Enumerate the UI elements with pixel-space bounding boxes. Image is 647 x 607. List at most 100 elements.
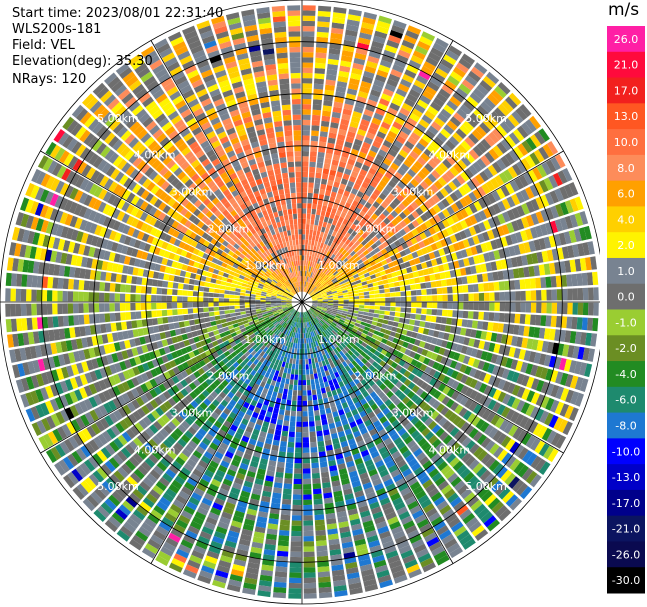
ppi-gate xyxy=(401,418,410,427)
ppi-gate xyxy=(501,406,511,418)
ppi-gate xyxy=(397,167,407,176)
ppi-gate xyxy=(338,321,344,326)
ppi-gate xyxy=(483,97,496,110)
ppi-gate xyxy=(329,285,336,290)
ppi-gate xyxy=(290,556,302,563)
ppi-gate xyxy=(208,311,215,317)
ppi-gate xyxy=(486,411,496,423)
ppi-gate xyxy=(424,417,434,427)
ppi-gate xyxy=(250,304,256,308)
ppi-gate xyxy=(428,434,438,445)
ppi-gate xyxy=(406,204,415,213)
ppi-gate xyxy=(438,248,446,257)
ppi-gate xyxy=(459,124,471,136)
ppi-gate xyxy=(438,417,448,427)
ppi-gate xyxy=(488,459,500,472)
ppi-gate xyxy=(315,275,319,281)
ppi-gate xyxy=(317,440,325,447)
ppi-gate xyxy=(309,229,313,236)
ppi-gate xyxy=(401,199,410,208)
ppi-gate xyxy=(302,380,307,386)
ppi-gate xyxy=(304,250,308,256)
ppi-gate xyxy=(309,156,317,163)
ppi-gate xyxy=(392,337,400,344)
ppi-gate xyxy=(363,159,373,167)
ppi-gate xyxy=(387,222,395,230)
ppi-gate xyxy=(426,187,435,197)
ppi-gate xyxy=(348,192,356,200)
ppi-gate xyxy=(466,180,476,191)
ppi-gate xyxy=(567,288,573,301)
ppi-gate xyxy=(410,416,420,426)
ppi-gate xyxy=(302,281,305,287)
ppi-gate xyxy=(161,295,167,302)
ppi-gate xyxy=(417,327,425,334)
ppi-gate xyxy=(239,302,245,306)
ppi-gate xyxy=(302,447,310,453)
ppi-gate xyxy=(302,98,312,105)
ppi-gate xyxy=(468,256,475,266)
ppi-gate xyxy=(331,269,337,274)
ppi-gate xyxy=(302,265,304,271)
ppi-gate xyxy=(566,274,573,287)
ppi-gate xyxy=(384,197,392,205)
ppi-gate xyxy=(470,246,478,256)
ppi-gate xyxy=(393,92,405,102)
ppi-gate xyxy=(317,16,331,23)
ppi-gate xyxy=(480,242,488,253)
ppi-gate xyxy=(487,363,495,374)
ppi-gate xyxy=(400,78,412,88)
ppi-gate xyxy=(390,297,396,302)
ppi-gate xyxy=(545,315,552,327)
ppi-gate xyxy=(318,446,326,453)
ppi-gate xyxy=(322,261,328,267)
ppi-gate xyxy=(314,182,320,189)
ppi-gate xyxy=(383,378,391,387)
ppi-gate xyxy=(464,376,473,387)
ppi-gate xyxy=(208,297,214,302)
ppi-gate xyxy=(498,487,511,500)
ppi-gate xyxy=(336,245,342,252)
ppi-gate xyxy=(333,300,339,302)
ppi-gate xyxy=(466,319,473,328)
ppi-gate xyxy=(381,54,394,64)
ppi-gate xyxy=(502,270,509,280)
ppi-gate xyxy=(315,263,319,269)
ppi-gate xyxy=(430,410,440,420)
ppi-gate xyxy=(324,286,330,290)
ppi-gate xyxy=(473,212,483,223)
ppi-gate xyxy=(543,328,551,340)
ppi-gate xyxy=(412,146,423,156)
ppi-gate xyxy=(346,314,353,318)
ppi-gate xyxy=(340,211,347,219)
ppi-gate xyxy=(332,237,339,244)
ppi-gate xyxy=(405,30,419,40)
ppi-gate xyxy=(556,289,563,301)
ppi-gate xyxy=(410,284,416,290)
ppi-gate xyxy=(327,179,334,187)
ppi-gate xyxy=(354,226,361,233)
ppi-gate xyxy=(321,308,327,312)
ppi-gate xyxy=(331,336,337,343)
ppi-gate xyxy=(215,319,222,325)
ppi-gate xyxy=(436,231,445,240)
ppi-gate xyxy=(506,209,516,221)
ppi-gate xyxy=(292,510,302,516)
ppi-gate xyxy=(501,368,510,380)
ppi-gate xyxy=(387,166,397,176)
ppi-gate xyxy=(307,390,312,396)
ppi-gate xyxy=(260,306,266,309)
ppi-gate xyxy=(459,197,469,208)
ppi-gate xyxy=(385,340,393,347)
ppi-gate xyxy=(354,357,361,364)
ppi-gate xyxy=(41,290,48,302)
ppi-gate xyxy=(381,338,388,344)
ppi-gate xyxy=(345,29,358,37)
ppi-gate xyxy=(314,62,326,69)
ppi-gate xyxy=(397,112,408,121)
ppi-gate xyxy=(488,312,495,321)
ppi-gate xyxy=(338,297,344,300)
ppi-gate xyxy=(274,571,288,578)
ppi-gate xyxy=(99,313,106,323)
ppi-gate xyxy=(308,182,314,188)
